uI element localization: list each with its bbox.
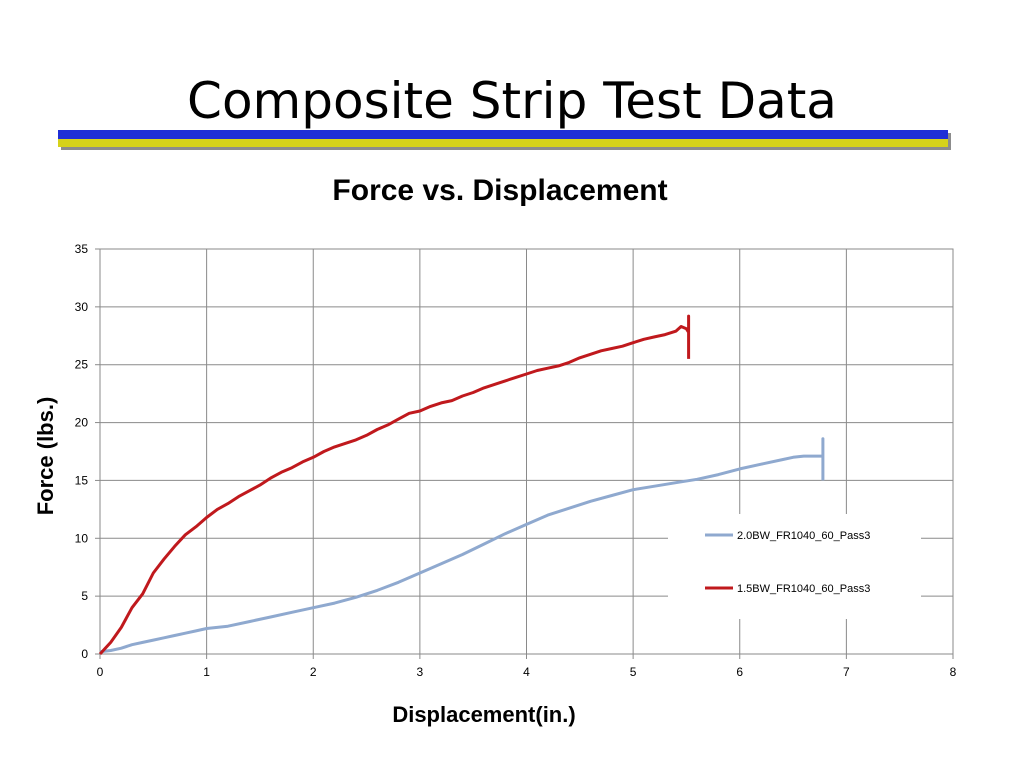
series-line-1 [99,437,825,654]
y-axis-ticks: 0 5 10 15 20 25 30 35 [75,242,100,661]
slide-title: Composite Strip Test Data [187,72,837,130]
x-tick-label: 5 [630,665,637,679]
x-axis-ticks: 0 1 2 3 4 5 6 7 8 [97,654,957,679]
y-tick-label: 0 [81,647,88,661]
series-line-2 [98,314,691,656]
legend: 2.0BW_FR1040_60_Pass3 1.5BW_FR1040_60_Pas… [705,530,870,595]
y-axis-label: Force (lbs.) [33,397,58,516]
legend-label-2: 1.5BW_FR1040_60_Pass3 [737,583,870,595]
y-tick-label: 5 [81,589,88,603]
series-lines [98,314,825,656]
x-tick-label: 1 [203,665,210,679]
legend-label-1: 2.0BW_FR1040_60_Pass3 [737,530,870,542]
title-rule-blue [58,130,948,139]
title-rule-yellow [58,139,948,147]
x-tick-label: 4 [523,665,530,679]
x-tick-label: 3 [417,665,424,679]
y-tick-label: 15 [75,473,89,487]
chart-title: Force vs. Displacement [332,174,667,207]
y-tick-label: 30 [75,300,89,314]
title-rule [58,130,951,150]
y-tick-label: 10 [75,531,89,545]
x-tick-label: 8 [950,665,957,679]
x-axis-label: Displacement(in.) [392,702,575,727]
y-tick-label: 25 [75,358,89,372]
x-tick-label: 6 [736,665,743,679]
y-tick-label: 35 [75,242,89,256]
x-tick-label: 7 [843,665,850,679]
x-tick-label: 2 [310,665,317,679]
legend-box [668,514,921,619]
x-tick-label: 0 [97,665,104,679]
y-tick-label: 20 [75,416,89,430]
